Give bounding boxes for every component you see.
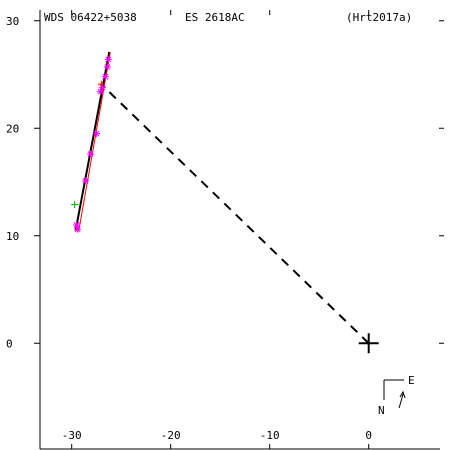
mark-d2 xyxy=(104,64,111,70)
observation-plus xyxy=(97,80,105,88)
observation-asterisk xyxy=(101,73,109,81)
motion-arrow-icon xyxy=(398,393,404,409)
mark-d2 xyxy=(102,73,109,80)
observation-points xyxy=(71,55,112,233)
observation-plus xyxy=(71,201,79,209)
orbit-arc-line xyxy=(74,51,111,231)
wds-id-label: WDS 06422+5038 xyxy=(44,11,137,24)
y-tick-label: 30 xyxy=(6,15,19,28)
observation-asterisk xyxy=(86,150,94,158)
observation-asterisk xyxy=(74,225,82,233)
mark-d2 xyxy=(99,84,106,91)
mark-d2 xyxy=(82,177,89,184)
motion-arrowhead-icon xyxy=(399,390,406,399)
y-tick-label: 10 xyxy=(6,230,19,243)
y-tick-label: 0 xyxy=(6,337,13,350)
observation-asterisk xyxy=(73,221,81,229)
x-tick-label: -20 xyxy=(161,429,181,442)
compass: E N xyxy=(378,374,415,417)
residual-line xyxy=(78,51,111,232)
observation-asterisk xyxy=(103,63,111,71)
reference-label: (Hrt2017a) xyxy=(346,11,412,24)
x-tick-label: -30 xyxy=(62,429,82,442)
compass-north-label: N xyxy=(378,404,385,417)
observation-asterisk xyxy=(82,177,90,185)
mark-d2 xyxy=(73,222,80,228)
observation-asterisk xyxy=(92,130,100,138)
mark-d2 xyxy=(93,130,100,137)
mark-d2 xyxy=(105,56,112,63)
primary-star xyxy=(358,333,379,354)
mark-d2 xyxy=(74,226,81,233)
observation-asterisk xyxy=(98,83,106,91)
periastron-dashed-line xyxy=(102,85,370,344)
mark-d2 xyxy=(87,151,94,158)
y-tick-label: 20 xyxy=(6,122,19,135)
x-tick-label: -10 xyxy=(260,429,280,442)
discoverer-label: ES 2618AC xyxy=(185,11,245,24)
compass-east-label: E xyxy=(408,374,415,387)
observation-asterisk xyxy=(104,55,112,63)
plot-axes: -30 -20 -10 0 0 10 20 30 xyxy=(6,10,444,450)
x-tick-label: 0 xyxy=(365,429,372,442)
orbit-lines xyxy=(74,51,370,344)
